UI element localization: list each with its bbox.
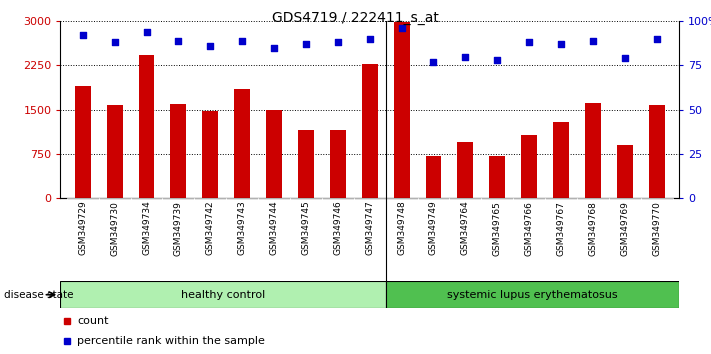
Bar [139, 56, 154, 198]
Text: systemic lupus erythematosus: systemic lupus erythematosus [447, 290, 618, 300]
Bar [641, 198, 673, 281]
Text: GSM349744: GSM349744 [269, 201, 279, 255]
Bar [99, 198, 131, 281]
Point [523, 40, 535, 45]
Bar [449, 198, 481, 281]
Point [555, 41, 567, 47]
Bar [171, 104, 186, 198]
Bar [131, 198, 163, 281]
Bar [60, 281, 386, 308]
Text: GSM349768: GSM349768 [589, 201, 597, 256]
Point [109, 40, 120, 45]
Bar [163, 198, 194, 281]
Point [619, 56, 631, 61]
Text: GSM349739: GSM349739 [174, 201, 183, 256]
Text: GSM349729: GSM349729 [78, 201, 87, 256]
Bar [298, 130, 314, 198]
Bar [425, 156, 442, 198]
Bar [290, 198, 322, 281]
Point [651, 36, 663, 42]
Bar [107, 105, 122, 198]
Text: GSM349749: GSM349749 [429, 201, 438, 256]
Bar [521, 135, 537, 198]
Text: GSM349730: GSM349730 [110, 201, 119, 256]
Point [173, 38, 184, 44]
Point [460, 54, 471, 59]
Bar [585, 103, 601, 198]
Text: GSM349766: GSM349766 [525, 201, 534, 256]
Bar [481, 198, 513, 281]
Text: GSM349769: GSM349769 [620, 201, 629, 256]
Text: GSM349742: GSM349742 [205, 201, 215, 255]
Bar [234, 89, 250, 198]
Point [237, 38, 248, 44]
Bar [322, 198, 354, 281]
Bar [457, 142, 474, 198]
Text: GSM349770: GSM349770 [652, 201, 661, 256]
Point [587, 38, 599, 44]
Bar [609, 198, 641, 281]
Bar [553, 122, 569, 198]
Bar [266, 110, 282, 198]
Point [428, 59, 439, 65]
Text: GSM349746: GSM349746 [333, 201, 342, 256]
Bar [203, 111, 218, 198]
Bar [354, 198, 385, 281]
Bar [386, 281, 679, 308]
Text: percentile rank within the sample: percentile rank within the sample [77, 336, 265, 346]
Bar [617, 145, 633, 198]
Text: GSM349748: GSM349748 [397, 201, 406, 256]
Text: GSM349764: GSM349764 [461, 201, 470, 256]
Bar [226, 198, 258, 281]
Bar [75, 86, 91, 198]
Bar [362, 64, 378, 198]
Bar [648, 105, 665, 198]
Text: GSM349765: GSM349765 [493, 201, 502, 256]
Point [332, 40, 343, 45]
Bar [394, 22, 410, 198]
Bar [489, 156, 506, 198]
Bar [385, 198, 417, 281]
Text: GDS4719 / 222411_s_at: GDS4719 / 222411_s_at [272, 11, 439, 25]
Text: GSM349734: GSM349734 [142, 201, 151, 256]
Text: GSM349745: GSM349745 [301, 201, 311, 256]
Point [205, 43, 216, 49]
Bar [577, 198, 609, 281]
Text: healthy control: healthy control [181, 290, 265, 300]
Point [491, 57, 503, 63]
Text: GSM349743: GSM349743 [237, 201, 247, 256]
Point [396, 25, 407, 31]
Bar [417, 198, 449, 281]
Bar [194, 198, 226, 281]
Bar [258, 198, 290, 281]
Bar [330, 130, 346, 198]
Point [141, 29, 152, 35]
Bar [67, 198, 99, 281]
Text: disease state: disease state [4, 290, 73, 300]
Point [77, 33, 88, 38]
Text: count: count [77, 316, 109, 326]
Point [268, 45, 279, 51]
Bar [513, 198, 545, 281]
Point [300, 41, 311, 47]
Text: GSM349767: GSM349767 [557, 201, 565, 256]
Bar [545, 198, 577, 281]
Point [364, 36, 375, 42]
Text: GSM349747: GSM349747 [365, 201, 374, 256]
